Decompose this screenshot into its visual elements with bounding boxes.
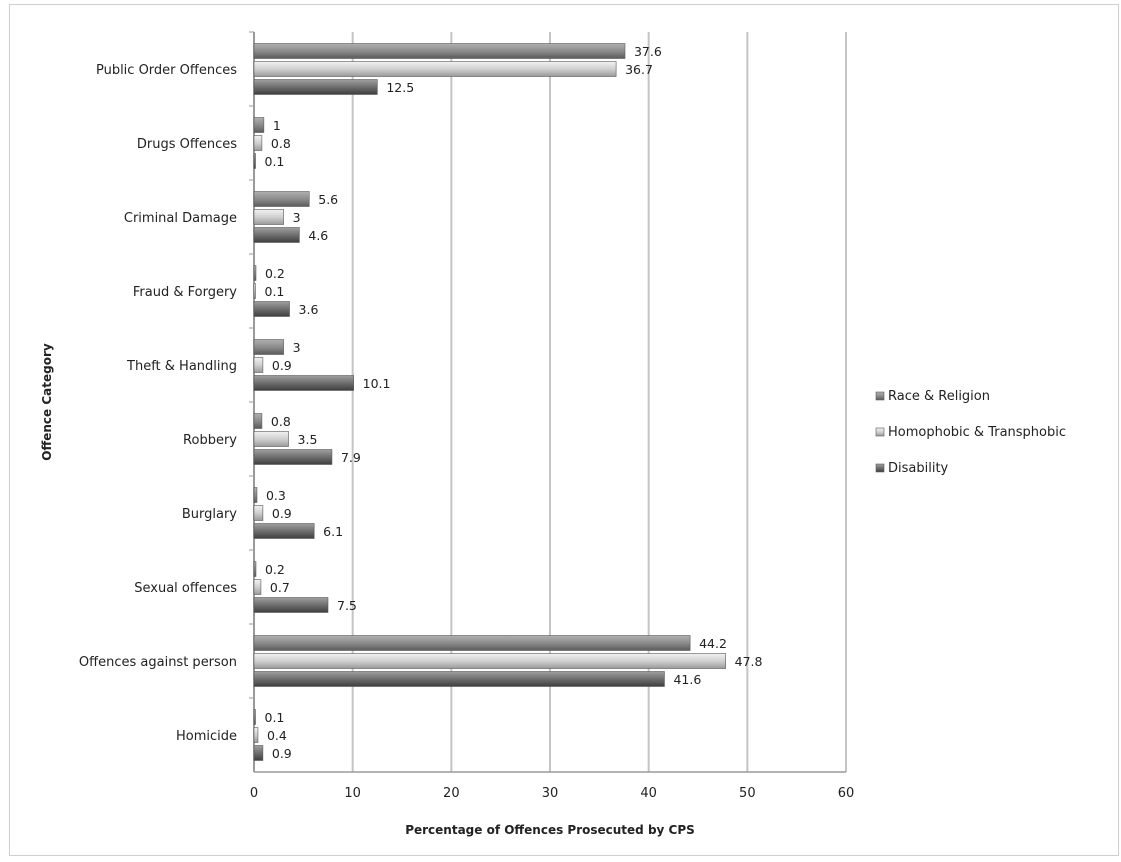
x-tick-label: 50 (739, 786, 756, 801)
x-tick-label: 20 (443, 786, 460, 801)
data-label: 0.2 (265, 266, 285, 281)
x-axis-title: Percentage of Offences Prosecuted by CPS (405, 823, 695, 837)
bars (253, 43, 726, 761)
x-tick-labels: 0 10 20 30 40 50 60 (250, 786, 854, 801)
bar-race-religion (253, 265, 257, 281)
data-label: 41.6 (673, 672, 701, 687)
legend: Race & Religion Homophobic & Transphobic D… (875, 389, 1066, 476)
bar-disability (253, 375, 354, 391)
category-labels: Public Order Offences Drugs Offences Crimi… (79, 63, 237, 744)
bar-disability (253, 301, 290, 317)
bar-homophobic-transphobic (253, 357, 264, 373)
data-label: 3.6 (299, 302, 319, 317)
data-label: 0.7 (270, 580, 290, 595)
data-label: 0.4 (267, 728, 287, 743)
bar-disability (253, 449, 333, 465)
x-tick-label: 10 (344, 786, 361, 801)
bar-disability (253, 153, 256, 169)
legend-label: Race & Religion (888, 389, 990, 404)
x-tick-label: 60 (838, 786, 855, 801)
legend-swatch (875, 463, 885, 473)
data-label: 0.9 (272, 746, 292, 761)
data-label: 0.1 (265, 154, 285, 169)
bar-homophobic-transphobic (253, 579, 262, 595)
category-label: Sexual offences (134, 581, 237, 596)
bar-race-religion (253, 117, 265, 133)
bar-homophobic-transphobic (253, 61, 617, 77)
data-label: 7.9 (341, 450, 361, 465)
category-label: Public Order Offences (96, 63, 237, 78)
legend-swatch (875, 427, 885, 437)
bar-homophobic-transphobic (253, 209, 284, 225)
data-label: 0.3 (266, 488, 286, 503)
data-label: 12.5 (386, 80, 414, 95)
bar-disability (253, 227, 300, 243)
bar-homophobic-transphobic (253, 653, 726, 669)
x-tick-label: 0 (250, 786, 258, 801)
data-label: 37.6 (634, 44, 662, 59)
data-label: 0.1 (265, 710, 285, 725)
bar-disability (253, 79, 378, 95)
bar-disability (253, 745, 264, 761)
category-label: Offences against person (79, 655, 237, 670)
legend-label: Homophobic & Transphobic (888, 425, 1066, 440)
data-label: 36.7 (625, 62, 653, 77)
bar-race-religion (253, 635, 691, 651)
bar-race-religion (253, 709, 256, 725)
legend-swatch (875, 391, 885, 401)
data-label: 7.5 (337, 598, 357, 613)
data-label: 0.1 (265, 284, 285, 299)
data-label: 3.5 (298, 432, 318, 447)
category-label: Criminal Damage (124, 211, 237, 226)
bar-homophobic-transphobic (253, 283, 256, 299)
offences-bar-chart: 37.636.712.510.80.15.634.60.20.13.630.91… (40, 31, 1066, 837)
data-label: 3 (293, 210, 301, 225)
category-label: Drugs Offences (137, 137, 237, 152)
data-label: 0.9 (272, 358, 292, 373)
data-label: 0.2 (265, 562, 285, 577)
category-label: Homicide (176, 729, 237, 744)
bar-disability (253, 523, 315, 539)
category-label: Theft & Handling (126, 359, 237, 374)
bar-disability (253, 671, 665, 687)
category-label: Burglary (182, 507, 237, 522)
category-label: Fraud & Forgery (133, 285, 237, 300)
bar-disability (253, 597, 329, 613)
data-label: 47.8 (735, 654, 763, 669)
data-label: 10.1 (363, 376, 391, 391)
bar-race-religion (253, 339, 284, 355)
data-label: 0.8 (271, 414, 291, 429)
data-label: 5.6 (318, 192, 338, 207)
data-label: 3 (293, 340, 301, 355)
bar-race-religion (253, 413, 263, 429)
data-label: 0.8 (271, 136, 291, 151)
legend-label: Disability (888, 461, 949, 476)
bar-race-religion (253, 561, 257, 577)
x-tick-label: 30 (542, 786, 559, 801)
bar-homophobic-transphobic (253, 431, 289, 447)
bar-race-religion (253, 191, 310, 207)
gridlines (249, 31, 847, 773)
bar-race-religion (253, 487, 258, 503)
bar-homophobic-transphobic (253, 727, 259, 743)
chart-frame: 37.6 36.7 12.5 1 0.8 0.1 5.6 3 4.6 0.2 0.1 3.6 3 0.9 1… (9, 4, 1119, 856)
data-label: 1 (273, 118, 281, 133)
bar-race-religion (253, 43, 626, 59)
bar-homophobic-transphobic (253, 135, 263, 151)
data-label: 44.2 (699, 636, 727, 651)
bar-homophobic-transphobic (253, 505, 264, 521)
data-label: 6.1 (323, 524, 343, 539)
category-label: Robbery (183, 433, 237, 448)
data-label: 4.6 (308, 228, 328, 243)
y-axis-title: Offence Category (40, 343, 54, 461)
data-label: 0.9 (272, 506, 292, 521)
data-labels: 37.636.712.510.80.15.634.60.20.13.630.91… (265, 44, 763, 761)
x-tick-label: 40 (640, 786, 657, 801)
